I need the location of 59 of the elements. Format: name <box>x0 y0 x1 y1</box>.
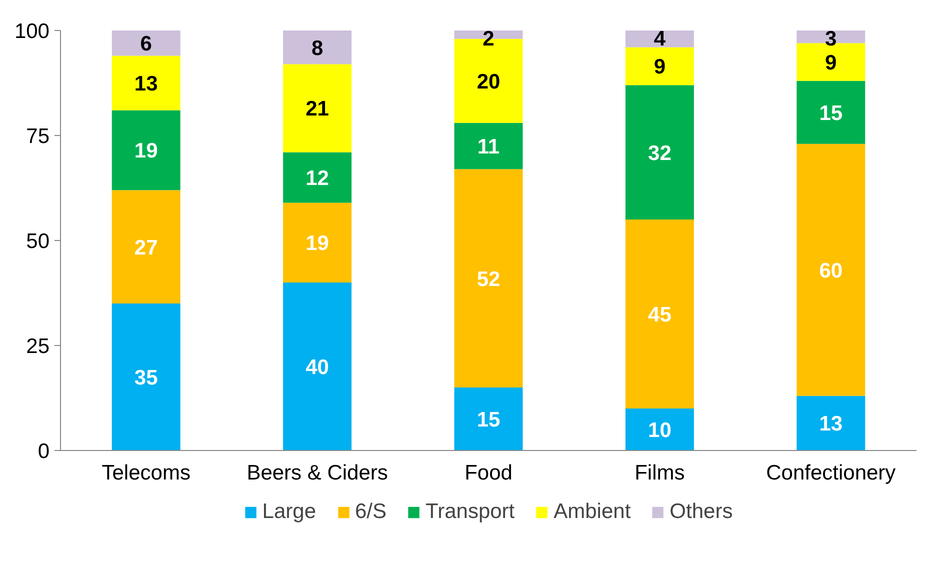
bar <box>625 85 694 220</box>
legend-label: Transport <box>426 500 515 524</box>
bar <box>283 202 352 282</box>
data-label: 60 <box>819 259 843 282</box>
bar <box>625 30 694 48</box>
bar <box>454 388 523 450</box>
data-label: 40 <box>306 356 329 379</box>
y-tick-label: 0 <box>38 440 50 463</box>
data-label: 13 <box>819 412 843 436</box>
bar <box>112 110 180 190</box>
bar <box>625 220 694 408</box>
bar <box>625 47 694 86</box>
y-tick-label: 75 <box>26 125 50 148</box>
data-label: 35 <box>134 366 158 390</box>
data-label: 10 <box>648 419 672 442</box>
bar <box>796 396 866 450</box>
bar <box>112 56 180 110</box>
bar <box>796 144 866 396</box>
x-tick-label: Food <box>464 462 512 484</box>
data-label: 19 <box>306 232 329 256</box>
bar <box>454 122 523 170</box>
bar <box>112 304 180 450</box>
data-label: 9 <box>825 52 837 74</box>
legend-label: Ambient <box>554 500 631 524</box>
data-label: 20 <box>476 70 500 94</box>
x-tick-label: Beers & Ciders <box>246 462 388 484</box>
x-tick-label: Confectionery <box>766 462 896 484</box>
bar <box>112 30 180 56</box>
data-label: 15 <box>819 102 843 125</box>
data-label: 45 <box>648 304 672 326</box>
data-label: 8 <box>311 36 324 60</box>
y-tick-label: 50 <box>26 230 50 253</box>
y-tick-label: 100 <box>14 20 50 43</box>
legend-label: Others <box>670 500 733 524</box>
bar <box>283 30 352 64</box>
bar <box>283 64 352 152</box>
bar <box>283 152 352 203</box>
legend-label: 6/S <box>355 500 387 524</box>
bar <box>625 408 694 450</box>
data-label: 27 <box>134 236 158 260</box>
data-label: 15 <box>476 408 500 432</box>
data-label: 52 <box>476 268 500 291</box>
bar <box>454 169 523 388</box>
data-label: 4 <box>654 28 666 50</box>
data-label: 12 <box>306 167 329 190</box>
bar <box>796 80 866 144</box>
legend-label: Large <box>262 500 316 524</box>
data-label: 19 <box>134 140 158 163</box>
data-label: 21 <box>306 98 330 121</box>
data-label: 13 <box>134 72 158 96</box>
data-label: 32 <box>648 142 672 165</box>
data-label: 6 <box>140 32 152 56</box>
bar <box>112 190 180 304</box>
data-label: 11 <box>477 136 500 158</box>
x-tick-label: Telecoms <box>102 462 190 484</box>
x-tick-label: Films <box>634 462 685 484</box>
y-tick-label: 25 <box>26 335 50 358</box>
bar <box>283 282 352 450</box>
data-label: 9 <box>654 56 666 79</box>
